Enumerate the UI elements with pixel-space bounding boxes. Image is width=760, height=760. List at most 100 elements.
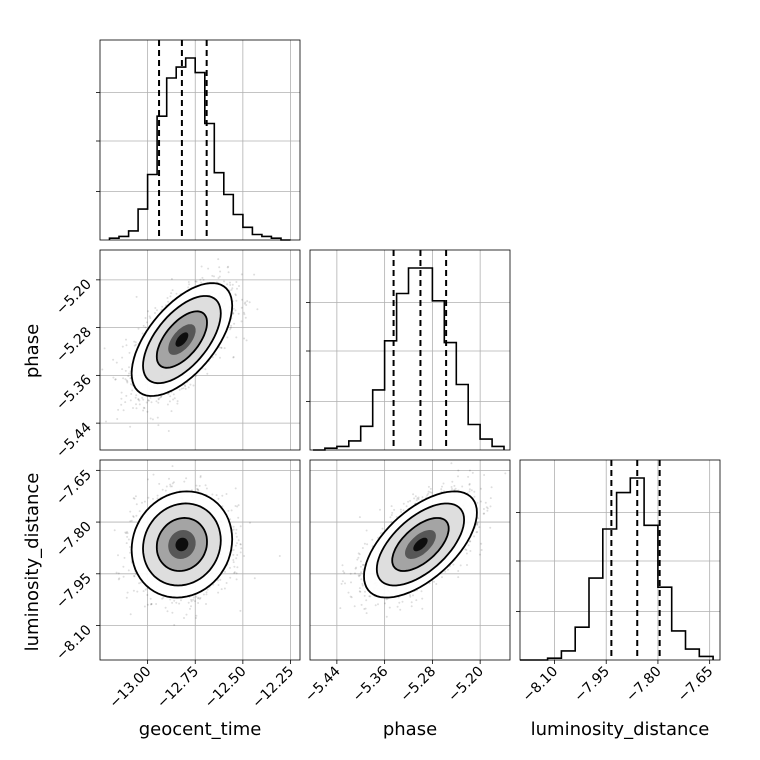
sample-point — [235, 281, 238, 283]
sample-point — [232, 356, 235, 359]
sample-point — [126, 381, 129, 384]
sample-point — [240, 273, 243, 276]
sample-point — [229, 328, 232, 331]
sample-point — [172, 393, 175, 396]
sample-point — [192, 596, 195, 599]
sample-point — [211, 493, 214, 496]
sample-point — [234, 293, 237, 296]
sample-point — [205, 593, 208, 596]
sample-point — [175, 292, 178, 295]
sample-point — [146, 594, 149, 596]
sample-point — [229, 284, 232, 286]
sample-point — [125, 379, 128, 382]
sample-point — [133, 497, 136, 500]
scatter-panel-geocent-time-vs-luminosity-distance — [99, 459, 301, 661]
sample-point — [195, 484, 198, 487]
sample-point — [127, 538, 130, 541]
sample-point — [150, 401, 153, 404]
sample-point — [195, 595, 198, 598]
sample-point — [180, 387, 183, 390]
sample-point — [165, 485, 168, 488]
sample-point — [122, 409, 125, 412]
sample-point — [125, 542, 128, 545]
sample-point — [129, 613, 132, 616]
sample-point — [120, 397, 123, 400]
hist-panel-geocent-time — [96, 39, 301, 241]
sample-point — [379, 532, 382, 535]
sample-point — [236, 566, 239, 569]
sample-point — [234, 294, 237, 297]
sample-point — [229, 281, 231, 284]
sample-point — [192, 598, 195, 601]
sample-point — [421, 607, 424, 610]
contour-level — [175, 537, 189, 552]
sample-point — [232, 525, 235, 528]
sample-point — [134, 495, 137, 498]
sample-point — [126, 530, 128, 533]
sample-point — [354, 567, 357, 570]
sample-point — [205, 487, 208, 490]
sample-point — [243, 313, 246, 316]
sample-point — [198, 484, 201, 487]
sample-point — [132, 497, 135, 500]
sample-point — [158, 482, 161, 485]
sample-point — [197, 602, 200, 604]
sample-point — [199, 596, 202, 599]
sample-point — [196, 487, 198, 490]
sample-point — [232, 312, 235, 315]
sample-point — [227, 265, 230, 268]
sample-point — [176, 400, 179, 403]
sample-point — [231, 283, 234, 286]
sample-point — [158, 396, 161, 399]
sample-point — [154, 307, 157, 309]
sample-point — [190, 600, 193, 603]
sample-point — [240, 306, 243, 309]
sample-point — [135, 403, 137, 406]
sample-point — [125, 338, 127, 341]
sample-point — [223, 587, 226, 590]
sample-point — [122, 575, 125, 578]
sample-point — [473, 495, 476, 498]
sample-point — [240, 547, 243, 550]
sample-point — [235, 578, 238, 581]
sample-point — [234, 532, 237, 535]
sample-point — [184, 385, 187, 388]
sample-point — [420, 590, 423, 593]
panel-frame — [519, 459, 721, 661]
panel-frame — [99, 249, 301, 451]
sample-point — [170, 485, 173, 488]
sample-point — [237, 504, 240, 507]
sample-point — [129, 425, 132, 428]
sample-point — [125, 394, 128, 397]
sample-point — [232, 312, 235, 314]
sample-point — [399, 608, 402, 611]
sample-point — [202, 278, 205, 281]
sample-point — [206, 372, 209, 375]
sample-point — [143, 500, 146, 503]
sample-point — [157, 397, 160, 400]
sample-point — [226, 283, 229, 286]
sample-point — [197, 597, 199, 600]
sample-point — [135, 407, 138, 410]
sample-point — [217, 584, 220, 586]
sample-point — [220, 346, 223, 349]
sample-point — [117, 554, 119, 557]
sample-point — [214, 353, 217, 356]
sample-point — [217, 579, 219, 582]
sample-point — [225, 493, 228, 495]
sample-point — [139, 581, 142, 584]
sample-point — [219, 270, 222, 273]
sample-point — [182, 387, 185, 390]
sample-point — [239, 525, 242, 528]
panel-frame — [99, 39, 301, 241]
sample-point — [175, 601, 178, 604]
sample-point — [117, 578, 120, 581]
sample-point — [142, 409, 145, 412]
sample-point — [236, 542, 238, 545]
sample-point — [183, 617, 185, 619]
sample-point — [194, 280, 197, 283]
sample-point — [126, 380, 129, 383]
sample-point — [202, 593, 205, 596]
sample-point — [229, 576, 232, 579]
